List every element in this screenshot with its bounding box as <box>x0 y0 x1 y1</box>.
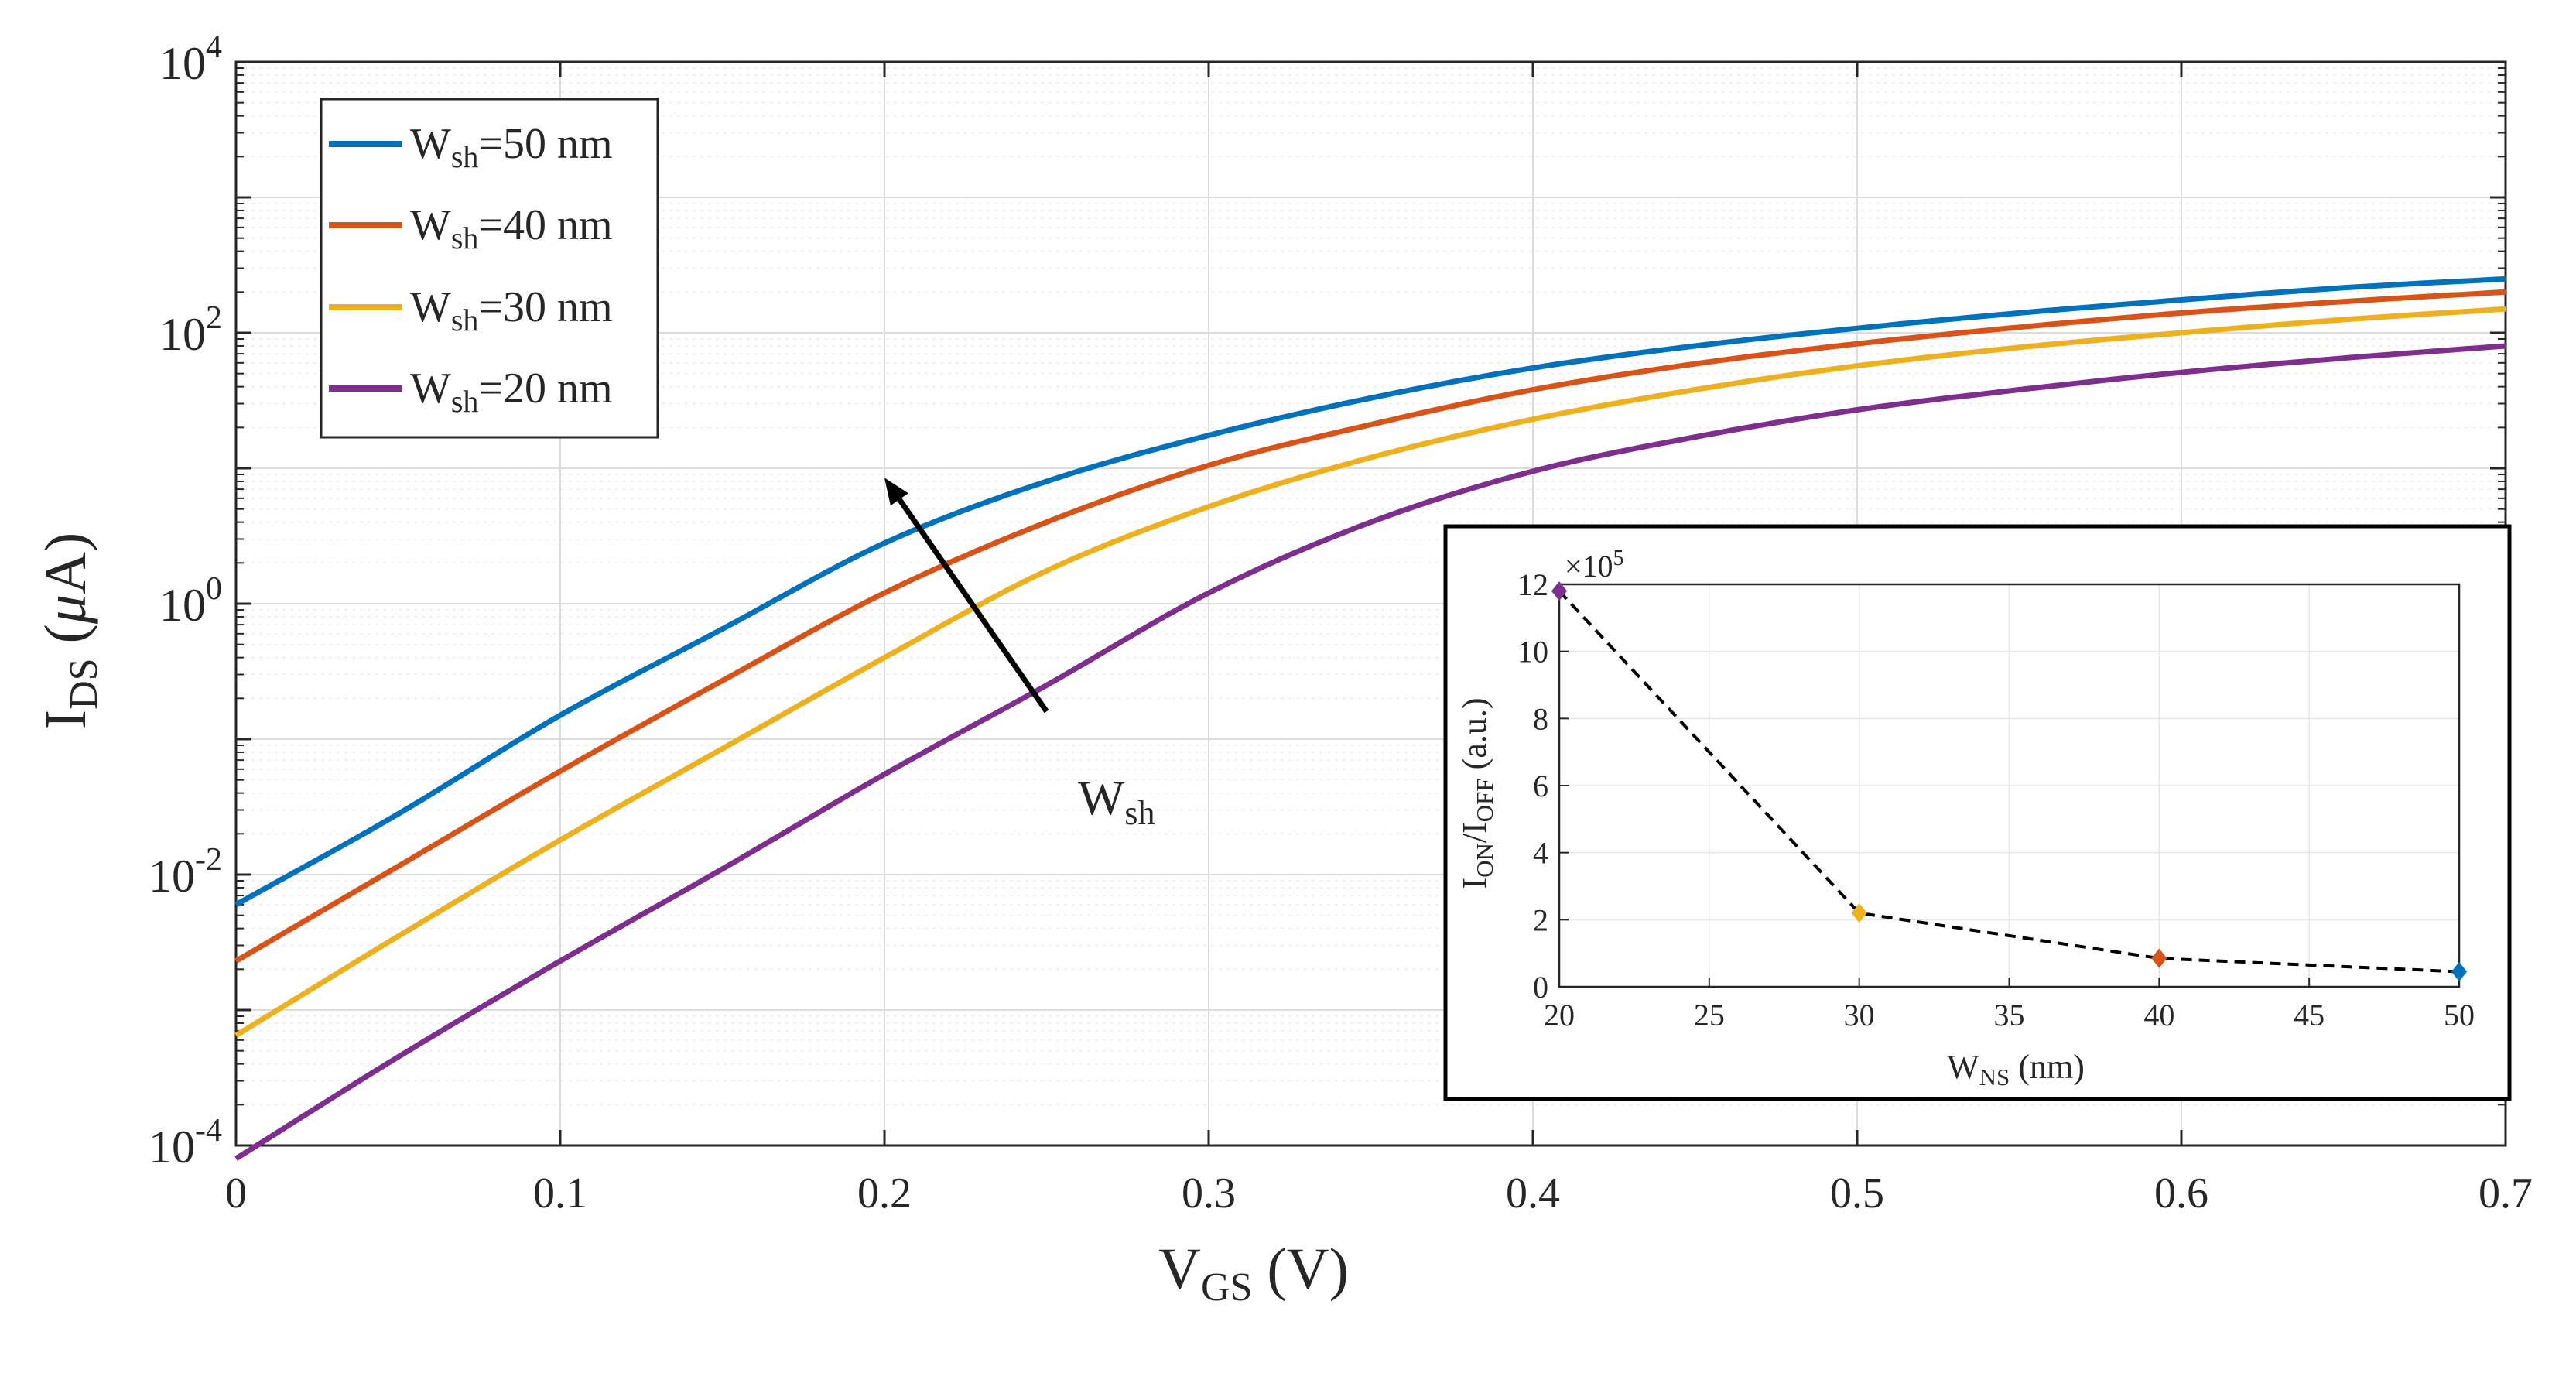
inset-x-axis-label: WNS (nm) <box>1947 1048 2085 1091</box>
y-tick-label: 104 <box>159 29 222 89</box>
annotation-label-sub: sh <box>1124 794 1155 832</box>
y-tick-label-exponent: 0 <box>206 571 222 607</box>
y-tick-label-exponent: 4 <box>206 29 222 65</box>
x-axis-label-sub: GS <box>1201 1265 1252 1310</box>
y-tick-label-exponent: -2 <box>195 842 222 878</box>
legend-entry-w20: Wsh=20 nm <box>329 365 613 419</box>
y-tick-label-exponent: 2 <box>206 300 222 336</box>
y-tick-label-base: 10 <box>149 851 195 902</box>
legend-label-w30: Wsh=30 nm <box>410 283 613 337</box>
annotation-label: Wsh <box>1078 770 1155 832</box>
inset-x-tick-label: 35 <box>1994 998 2025 1032</box>
inset-multiplier-base: ×10 <box>1565 549 1613 584</box>
legend-label-w40: Wsh=40 nm <box>410 201 613 255</box>
x-tick-label: 0.4 <box>1506 1169 1560 1217</box>
series-line-50nm <box>234 276 2506 907</box>
annotation-label-main: W <box>1078 770 1125 825</box>
x-tick-label: 0.5 <box>1830 1169 1884 1217</box>
legend-label-w20: Wsh=20 nm <box>410 365 613 419</box>
inset-y-tick-label: 6 <box>1533 769 1548 803</box>
x-tick-label: 0.2 <box>857 1169 912 1217</box>
y-tick-label: 102 <box>159 300 222 360</box>
inset-marker-20nm <box>1551 581 1568 601</box>
inset-chart: 20 25 30 35 40 45 50 0 2 4 6 8 10 12 ×105 WNS (nm) IO… <box>1443 524 2512 1101</box>
inset-dashed-line <box>1558 590 2460 974</box>
inset-y-tick-label: 12 <box>1517 567 1548 602</box>
x-axis-label-unit: (V) <box>1252 1237 1349 1302</box>
inset-marker-30nm <box>1851 903 1867 923</box>
y-tick-label: 10-4 <box>149 1113 222 1173</box>
y-axis-label-sub: DS <box>62 658 106 709</box>
y-tick-label: 10-2 <box>149 842 222 902</box>
inset-frame <box>1443 524 2512 1101</box>
x-tick-label: 0 <box>225 1169 247 1217</box>
inset-multiplier: ×105 <box>1565 546 1624 584</box>
y-axis-label-main: I <box>33 710 98 729</box>
series-line-20nm <box>234 343 2506 1161</box>
inset-x-tick-label: 45 <box>2294 998 2325 1032</box>
inset-x-tick-label: 25 <box>1694 998 1725 1032</box>
inset-y-tick-label: 2 <box>1533 902 1548 937</box>
inset-x-tick-label: 40 <box>2143 998 2174 1032</box>
annotation-arrow-line <box>897 498 1049 714</box>
inset-series <box>1551 581 2468 982</box>
legend: Wsh=50 nm Wsh=40 nm Wsh=30 nm Wsh=20 nm <box>320 98 659 439</box>
inset-ticks <box>1558 584 2460 988</box>
inset-y-tick-label: 8 <box>1533 701 1548 736</box>
x-tick-label: 0.1 <box>533 1169 587 1217</box>
y-axis-label-unit-post: A) <box>33 532 98 594</box>
inset-multiplier-exp: 5 <box>1613 546 1624 570</box>
x-tick-label: 0.3 <box>1182 1169 1236 1217</box>
legend-entry-w30: Wsh=30 nm <box>329 283 613 337</box>
inset-y-tick-label: 0 <box>1533 970 1548 1005</box>
y-tick-label-exponent: -4 <box>195 1113 222 1149</box>
y-tick-label-base: 10 <box>159 38 206 89</box>
legend-label-w50: Wsh=50 nm <box>410 120 613 174</box>
legend-entry-w40: Wsh=40 nm <box>329 201 613 255</box>
y-axis-label-unit-pre: ( <box>33 624 98 658</box>
y-tick-label: 100 <box>159 571 222 631</box>
series-line-40nm <box>234 289 2506 964</box>
x-tick-label: 0.7 <box>2479 1169 2533 1217</box>
inset-x-tick-label: 20 <box>1544 998 1575 1032</box>
y-axis-label: IDS (μA) <box>33 532 106 729</box>
inset-tick-labels: 20 25 30 35 40 45 50 0 2 4 6 8 10 12 <box>1517 567 2475 1032</box>
main-series <box>234 276 2506 1161</box>
series-line-30nm <box>234 306 2506 1038</box>
inset-marker-40nm <box>2151 948 2167 968</box>
y-axis-label-unit-greek: μ <box>33 594 98 625</box>
annotation-arrow-head <box>884 478 908 506</box>
x-axis-label-main: V <box>1158 1237 1201 1302</box>
inset-y-axis-label: ION/IOFF (a.u.) <box>1456 697 1498 889</box>
inset-x-tick-label: 50 <box>2444 998 2475 1032</box>
inset-y-tick-label: 4 <box>1533 836 1548 871</box>
inset-y-tick-label: 10 <box>1517 635 1548 669</box>
annotation-arrow <box>884 478 1049 714</box>
y-tick-label-base: 10 <box>159 309 206 360</box>
x-axis-label: VGS (V) <box>1158 1237 1349 1310</box>
legend-entry-w50: Wsh=50 nm <box>329 120 613 174</box>
legend-box <box>320 98 659 439</box>
x-tick-label: 0.6 <box>2154 1169 2208 1217</box>
inset-x-tick-label: 30 <box>1844 998 1875 1032</box>
y-tick-label-base: 10 <box>149 1121 195 1173</box>
y-tick-label-base: 10 <box>159 580 206 631</box>
inset-marker-50nm <box>2451 961 2468 982</box>
